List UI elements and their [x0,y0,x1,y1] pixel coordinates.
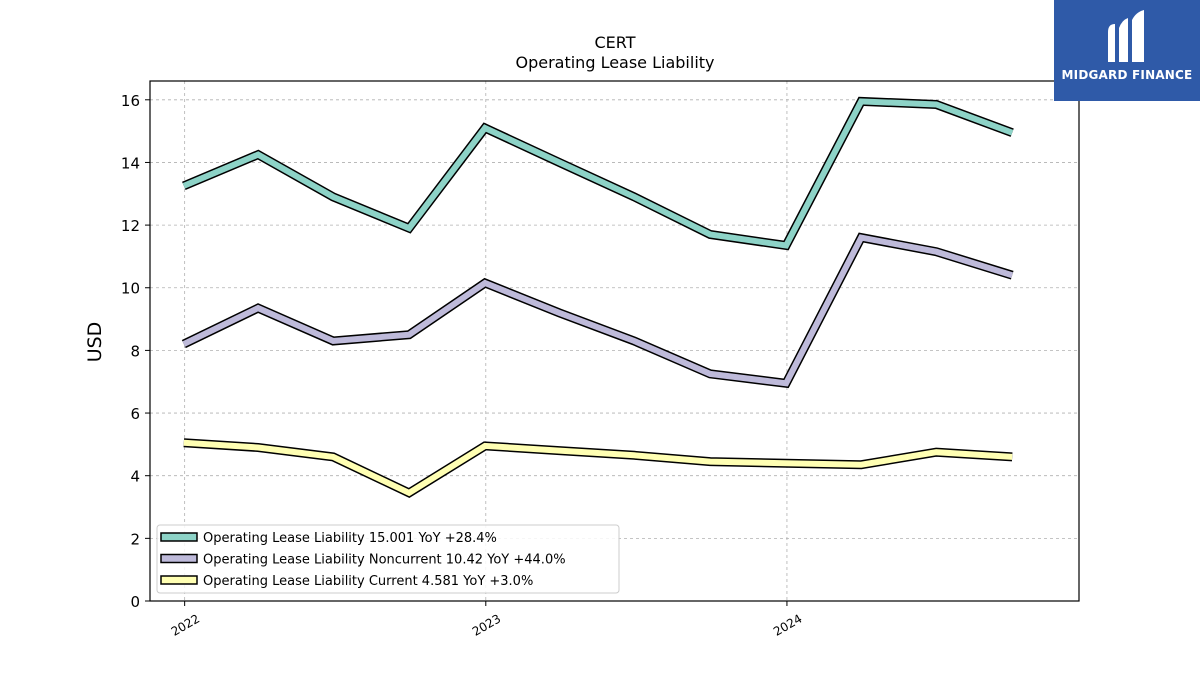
y-axis-label: USD [84,322,106,363]
grid [150,81,1079,602]
plot-frame [149,80,1080,602]
y-tick-label: 14 [121,154,140,172]
series-lines [181,96,1014,499]
series-line-outline-1 [182,96,1014,251]
legend-swatch [160,553,198,564]
legend-box [156,524,620,594]
series-line-2 [182,234,1014,387]
chart-title: CERT [594,33,635,52]
series-line-outline-2 [181,232,1014,389]
y-tick-label: 6 [130,405,140,423]
y-tick-label: 4 [130,468,140,486]
brand-logo: MIDGARD FINANCE [1054,0,1200,101]
legend-label: Operating Lease Liability 15.001 YoY +28… [203,531,497,546]
x-tick-label: 2023 [470,611,503,638]
y-tick-label: 0 [130,593,140,611]
y-tick-label: 8 [130,342,140,360]
legend-label: Operating Lease Liability Current 4.581 … [203,574,533,589]
logo-mark-icon [1108,10,1144,62]
y-tick-label: 10 [121,280,140,298]
legend: Operating Lease Liability 15.001 YoY +28… [156,524,620,594]
x-tick-label: 2024 [771,611,804,638]
legend-swatch [160,532,198,542]
chart-subtitle: Operating Lease Liability [515,53,714,72]
x-tick-label: 2022 [169,611,202,638]
legend-label: Operating Lease Liability Noncurrent 10.… [203,553,566,568]
y-tick-label: 16 [121,92,140,110]
series-line-1 [182,98,1014,249]
y-tick-label: 2 [130,530,140,548]
y-tick-label: 12 [121,217,140,235]
brand-name: MIDGARD FINANCE [1061,68,1193,82]
axis-ticks: 0 2 4 6 8 10 12 14 16 2022 2023 2024 [121,92,805,639]
series-line-3 [183,439,1013,497]
legend-swatch [160,575,198,585]
